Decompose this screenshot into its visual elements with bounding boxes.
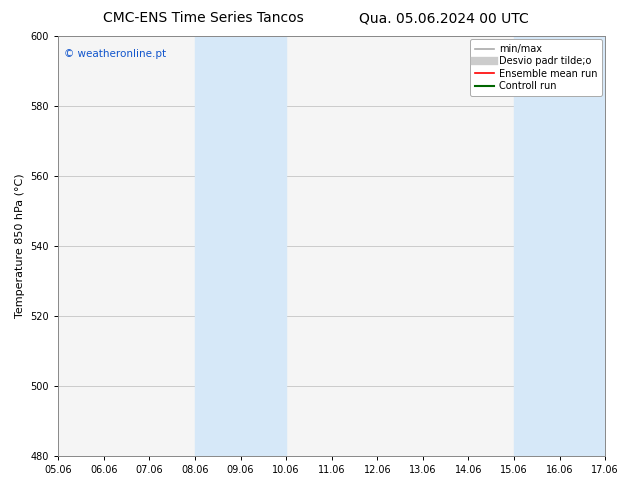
Legend: min/max, Desvio padr tilde;o, Ensemble mean run, Controll run: min/max, Desvio padr tilde;o, Ensemble m…: [470, 39, 602, 96]
Text: Qua. 05.06.2024 00 UTC: Qua. 05.06.2024 00 UTC: [359, 11, 529, 25]
Text: CMC-ENS Time Series Tancos: CMC-ENS Time Series Tancos: [103, 11, 303, 25]
Bar: [195, 36, 286, 456]
Y-axis label: Temperature 850 hPa (°C): Temperature 850 hPa (°C): [15, 174, 25, 318]
Bar: [514, 36, 605, 456]
Text: © weatheronline.pt: © weatheronline.pt: [63, 49, 166, 59]
